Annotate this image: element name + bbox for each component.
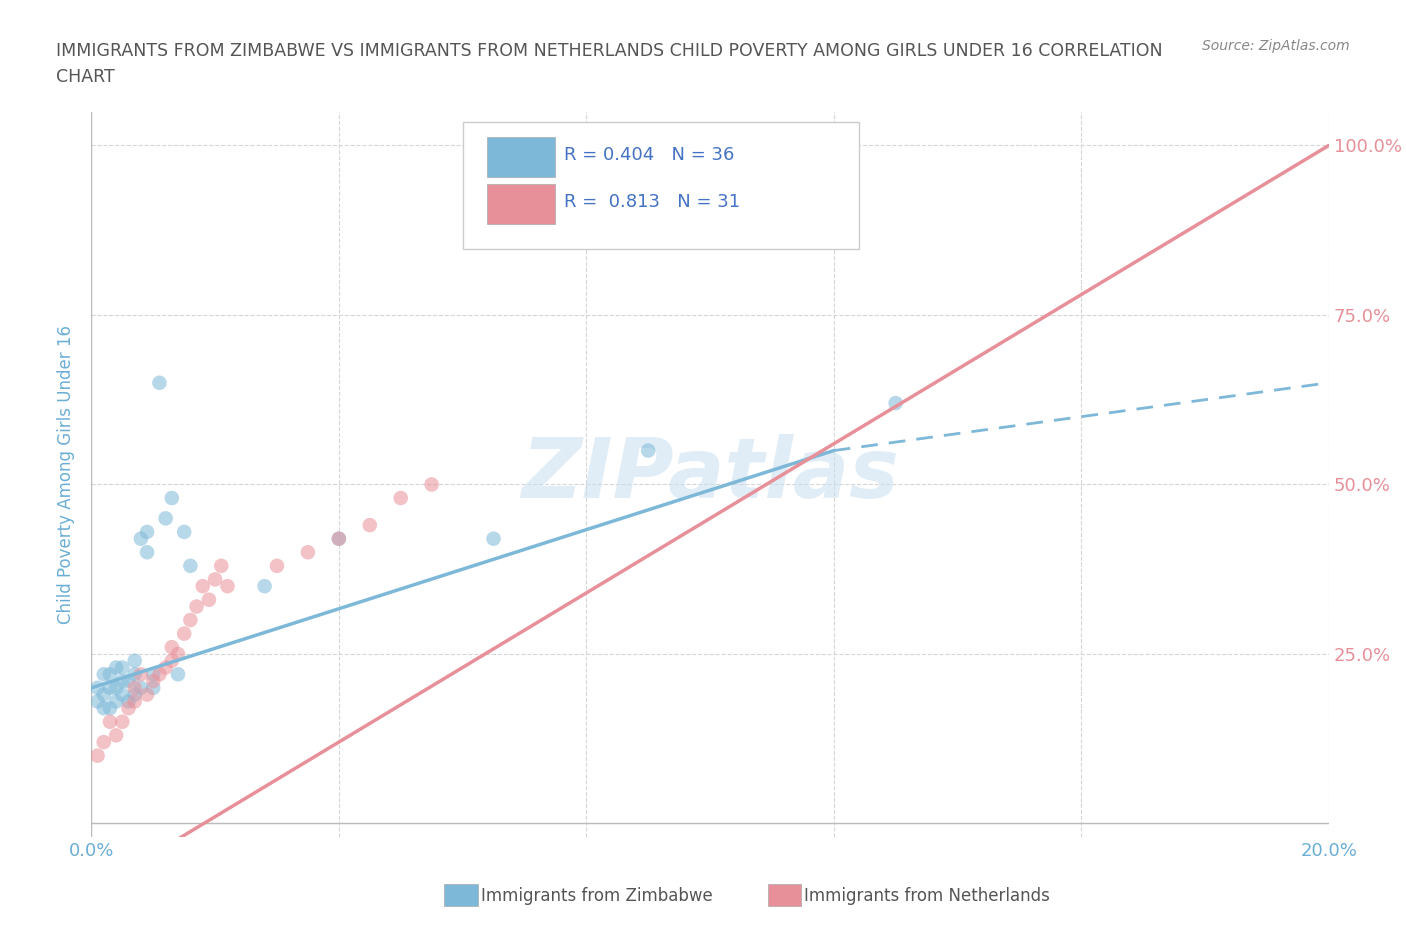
Text: Immigrants from Zimbabwe: Immigrants from Zimbabwe: [481, 886, 713, 905]
Point: [124, 667, 146, 682]
Point: [86, 681, 108, 696]
Point: [93, 687, 115, 702]
Point: [98, 700, 121, 715]
Point: [179, 613, 201, 628]
Text: IMMIGRANTS FROM ZIMBABWE VS IMMIGRANTS FROM NETHERLANDS CHILD POVERTY AMONG GIRL: IMMIGRANTS FROM ZIMBABWE VS IMMIGRANTS F…: [56, 42, 1163, 86]
Point: [129, 667, 152, 682]
Point: [117, 673, 139, 688]
Point: [253, 578, 276, 593]
Point: [297, 545, 319, 560]
FancyBboxPatch shape: [488, 184, 555, 224]
Point: [124, 687, 146, 702]
Point: [328, 531, 350, 546]
FancyBboxPatch shape: [463, 123, 859, 249]
Point: [98, 714, 121, 729]
Point: [359, 518, 381, 533]
Y-axis label: Child Poverty Among Girls Under 16: Child Poverty Among Girls Under 16: [58, 325, 76, 624]
Point: [98, 681, 121, 696]
Point: [105, 728, 128, 743]
Point: [136, 687, 159, 702]
FancyBboxPatch shape: [488, 137, 555, 177]
Point: [191, 578, 214, 593]
Text: R = 0.404   N = 36: R = 0.404 N = 36: [564, 146, 734, 164]
Text: Immigrants from Netherlands: Immigrants from Netherlands: [804, 886, 1050, 905]
Text: Source: ZipAtlas.com: Source: ZipAtlas.com: [1202, 39, 1350, 53]
Point: [142, 673, 165, 688]
Point: [482, 531, 505, 546]
Point: [129, 531, 152, 546]
Point: [179, 558, 201, 573]
Point: [173, 525, 195, 539]
Point: [117, 700, 139, 715]
Point: [124, 653, 146, 668]
Point: [111, 660, 134, 675]
Point: [105, 694, 128, 709]
Point: [93, 735, 115, 750]
Point: [105, 660, 128, 675]
Point: [167, 646, 190, 661]
Point: [160, 491, 183, 506]
Point: [209, 558, 232, 573]
Point: [198, 592, 221, 607]
Point: [111, 714, 134, 729]
Text: R =  0.813   N = 31: R = 0.813 N = 31: [564, 193, 740, 211]
Point: [117, 694, 139, 709]
Point: [86, 694, 108, 709]
Text: ZIPatlas: ZIPatlas: [522, 433, 898, 515]
Point: [124, 681, 146, 696]
Point: [142, 667, 165, 682]
Point: [155, 511, 177, 525]
Point: [111, 673, 134, 688]
Point: [328, 531, 350, 546]
Point: [148, 376, 170, 391]
Point: [93, 667, 115, 682]
Point: [217, 578, 239, 593]
Point: [389, 491, 412, 506]
Point: [155, 660, 177, 675]
Point: [792, 158, 814, 173]
Point: [148, 667, 170, 682]
Point: [93, 700, 115, 715]
Point: [129, 681, 152, 696]
Point: [160, 653, 183, 668]
Point: [98, 667, 121, 682]
Point: [136, 545, 159, 560]
Point: [186, 599, 208, 614]
Point: [637, 443, 659, 458]
Point: [167, 667, 190, 682]
Point: [111, 687, 134, 702]
Point: [124, 694, 146, 709]
Point: [173, 626, 195, 641]
Point: [160, 640, 183, 655]
Point: [86, 749, 108, 764]
Point: [136, 525, 159, 539]
Point: [884, 395, 907, 410]
Point: [420, 477, 443, 492]
Point: [142, 681, 165, 696]
Point: [204, 572, 226, 587]
Point: [266, 558, 288, 573]
Point: [105, 681, 128, 696]
